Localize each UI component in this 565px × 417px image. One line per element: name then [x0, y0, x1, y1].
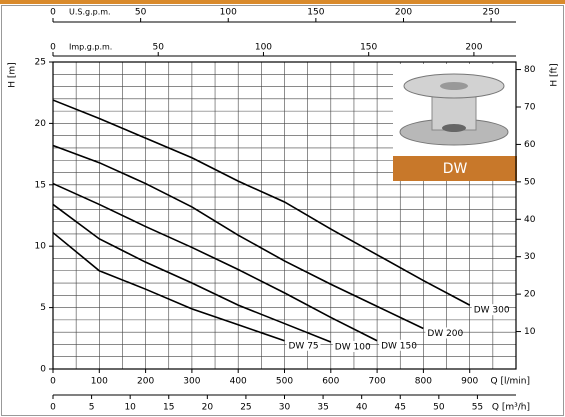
badge-box — [393, 156, 517, 181]
curve-label: DW 300 — [474, 306, 510, 316]
badge-label: DW — [443, 161, 468, 177]
curve — [52, 182, 378, 342]
secondary-x-label: U.S.g.p.m. — [69, 8, 111, 17]
y-tick-label: 20 — [35, 119, 47, 129]
y2-tick-label: 60 — [524, 140, 536, 150]
secondary-x-tick-label: 55 — [472, 403, 483, 413]
x-tick-label: 500 — [276, 377, 293, 387]
y-tick-label: 25 — [35, 58, 46, 68]
curve-label: DW 75 — [289, 341, 319, 351]
secondary-x-tick-label: 100 — [255, 43, 272, 53]
secondary-x-tick-label: 45 — [395, 403, 406, 413]
secondary-x-tick-label: 50 — [153, 43, 165, 53]
y2-tick-label: 30 — [524, 252, 536, 262]
secondary-x-tick-label: 30 — [279, 403, 291, 413]
secondary-x-tick-label: 15 — [163, 403, 174, 413]
x-tick-label: 200 — [137, 377, 154, 387]
secondary-x-tick-label: 20 — [202, 403, 214, 413]
secondary-x-tick-label: 150 — [307, 8, 324, 18]
secondary-x-tick-label: 150 — [360, 43, 377, 53]
curve — [52, 232, 285, 342]
curve-label: DW 100 — [335, 342, 371, 352]
secondary-x-label: Q [m³/h] — [492, 403, 530, 413]
secondary-x-tick-label: 25 — [240, 403, 251, 413]
secondary-x-tick-label: 200 — [465, 43, 482, 53]
curve — [52, 99, 471, 306]
x-axis-label: Q [l/min] — [491, 377, 530, 387]
grid — [53, 62, 516, 369]
curve-label: DW 200 — [427, 329, 463, 339]
secondary-x-tick-label: 50 — [433, 403, 445, 413]
frame — [1, 5, 564, 416]
pump-image — [393, 64, 517, 156]
secondary-x-tick-label: 0 — [50, 43, 56, 53]
secondary-x-tick-label: 10 — [124, 403, 136, 413]
y-tick-label: 5 — [40, 303, 46, 313]
y-tick-label: 0 — [40, 365, 46, 375]
curve-label-bg — [379, 339, 414, 351]
x-tick-label: 400 — [230, 377, 247, 387]
curve-label-bg — [332, 340, 367, 352]
x-tick-label: 700 — [369, 377, 386, 387]
secondary-x-tick-label: 50 — [135, 8, 147, 18]
secondary-x-tick-label: 100 — [220, 8, 237, 18]
top-band — [0, 0, 565, 4]
y-tick-label: 10 — [35, 242, 47, 252]
y2-tick-label: 40 — [524, 215, 536, 225]
y2-tick-label: 80 — [524, 65, 536, 75]
secondary-x-tick-label: 40 — [356, 403, 368, 413]
secondary-x-tick-label: 0 — [50, 403, 56, 413]
x-tick-label: 600 — [322, 377, 339, 387]
x-tick-label: 0 — [50, 377, 56, 387]
y2-axis-label: H [ft] — [550, 63, 560, 86]
x-tick-label: 900 — [461, 377, 478, 387]
curve-label-bg — [286, 339, 321, 351]
x-tick-label: 100 — [91, 377, 108, 387]
curve — [52, 203, 332, 343]
secondary-x-tick-label: 35 — [317, 403, 328, 413]
secondary-x-tick-label: 250 — [483, 8, 500, 18]
curve-label-bg — [425, 327, 460, 339]
curve-label-bg — [471, 304, 506, 316]
secondary-x-tick-label: 200 — [395, 8, 412, 18]
x-tick-label: 800 — [415, 377, 432, 387]
y-axis-label: H [m] — [8, 62, 18, 87]
y2-tick-label: 70 — [524, 102, 536, 112]
y2-tick-label: 50 — [524, 177, 536, 187]
curve-label: DW 150 — [381, 341, 417, 351]
secondary-x-label: Imp.g.p.m. — [69, 43, 112, 52]
y2-tick-label: 10 — [524, 327, 536, 337]
curve — [52, 144, 424, 330]
y-tick-label: 15 — [35, 180, 46, 190]
secondary-x-tick-label: 5 — [89, 403, 95, 413]
secondary-x-tick-label: 0 — [50, 8, 56, 18]
y2-tick-label: 20 — [524, 290, 536, 300]
x-tick-label: 300 — [183, 377, 200, 387]
